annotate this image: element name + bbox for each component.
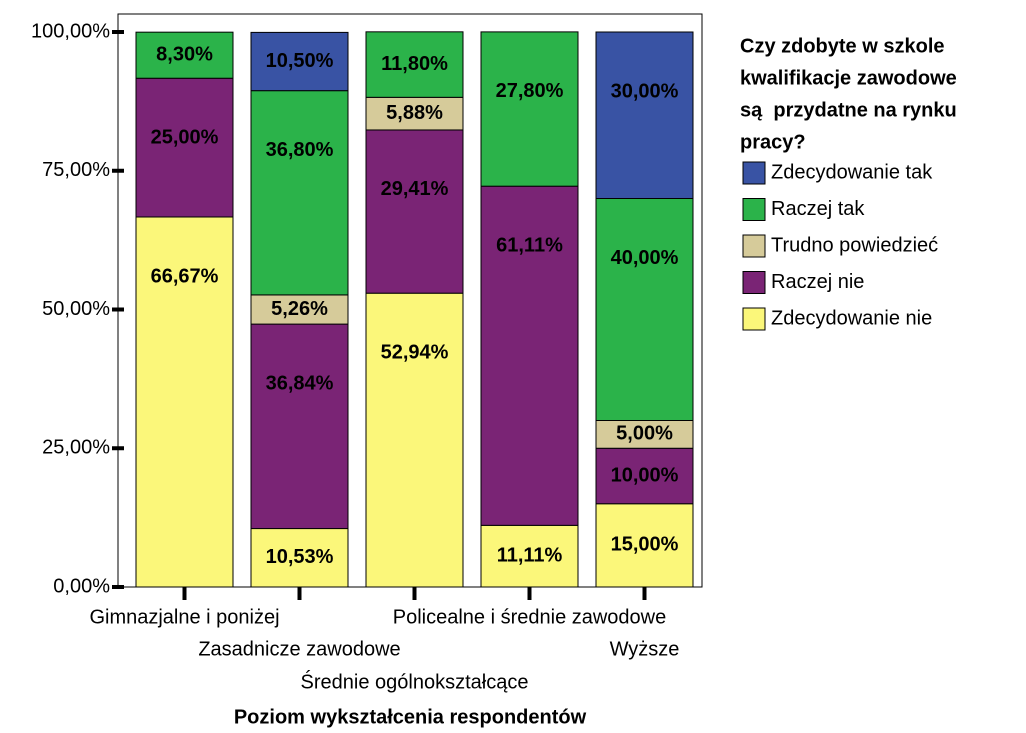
legend-label: Zdecydowanie nie [771, 307, 932, 329]
value-label: 5,26% [271, 298, 328, 320]
legend-label: Raczej nie [771, 271, 864, 293]
legend-title: kwalifikacje zawodowe [740, 67, 957, 89]
bar-segment [250, 323, 349, 530]
bar-segment [365, 31, 464, 98]
value-label: 40,00% [611, 247, 679, 269]
y-tick-label: 0,00% [53, 575, 110, 597]
value-label: 11,11% [497, 544, 563, 566]
bar-segment [480, 31, 579, 187]
bar-segment [250, 31, 349, 92]
x-tick-label: Wyższe [610, 638, 680, 660]
value-label: 30,00% [611, 80, 679, 102]
value-label: 61,11% [496, 234, 563, 256]
bar-segment [595, 31, 694, 199]
value-label: 66,67% [151, 265, 219, 287]
y-tick-label: 75,00% [42, 159, 110, 181]
x-tick-label: Średnie ogólnokształcące [301, 669, 529, 693]
bar-segment [595, 198, 694, 421]
y-tick-label: 25,00% [42, 437, 110, 459]
value-label: 52,94% [381, 341, 449, 363]
value-label: 11,80% [381, 53, 448, 75]
bar-segment [595, 420, 694, 449]
bar-segment [135, 77, 234, 218]
legend-swatch [742, 271, 766, 294]
bar-segment [250, 90, 349, 296]
bar-segment [365, 96, 464, 131]
legend-label: Zdecydowanie tak [771, 161, 933, 183]
legend-title: pracy? [740, 131, 806, 153]
value-label: 10,00% [611, 464, 679, 486]
value-label: 25,00% [151, 127, 219, 149]
x-axis-label: Poziom wykształcenia respondentów [234, 706, 587, 728]
bar-segment [595, 503, 694, 588]
value-label: 10,53% [266, 546, 334, 568]
value-label: 36,84% [266, 372, 334, 394]
value-label: 15,00% [611, 534, 679, 556]
value-label: 8,30% [156, 43, 213, 65]
y-tick-label: 50,00% [42, 298, 110, 320]
bar-segment [480, 524, 579, 588]
value-label: 36,80% [266, 139, 334, 161]
y-tick-label: 100,00% [31, 20, 110, 42]
bar-segment [365, 292, 464, 588]
legend-swatch [742, 198, 766, 221]
bar-segment [480, 185, 579, 526]
legend-label: Trudno powiedzieć [771, 234, 938, 256]
bar-segment [365, 129, 464, 294]
bar-segment [135, 31, 234, 79]
value-label: 27,80% [496, 80, 564, 102]
value-label: 10,50% [266, 50, 334, 72]
value-label: 5,88% [386, 102, 443, 124]
x-tick-label: Gimnazjalne i poniżej [89, 606, 279, 628]
x-tick-label: Policealne i średnie zawodowe [393, 606, 667, 628]
legend-swatch [742, 161, 766, 185]
legend-title: Czy zdobyte w szkole [740, 35, 945, 57]
bar-segment [250, 294, 349, 325]
legend-label: Raczej tak [771, 198, 865, 220]
bar-segment [595, 447, 694, 505]
bar-segment [250, 528, 349, 588]
x-tick-label: Zasadnicze zawodowe [198, 638, 400, 660]
legend-swatch [742, 234, 766, 258]
legend-title: są przydatne na rynku [740, 99, 957, 121]
legend-swatch [742, 307, 766, 331]
value-label: 29,41% [381, 178, 449, 200]
value-label: 5,00% [616, 423, 673, 445]
